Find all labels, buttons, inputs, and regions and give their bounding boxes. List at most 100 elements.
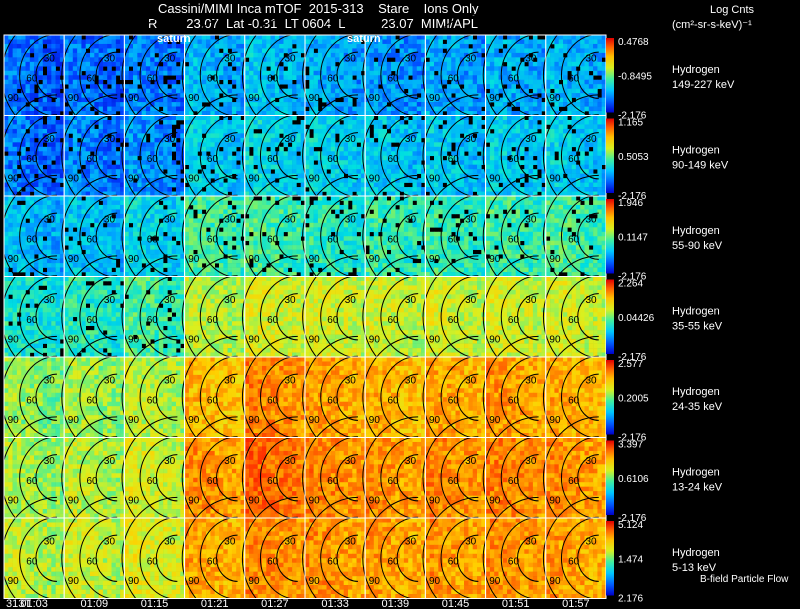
contour-label: 60	[26, 557, 38, 568]
contour-label: 90	[309, 335, 321, 346]
contour-label: 60	[87, 396, 99, 407]
contour-label: 30	[525, 54, 537, 65]
contour-label: 90	[8, 93, 20, 104]
contour-label: 60	[87, 557, 99, 568]
contour-label: 30	[224, 215, 236, 226]
time-tick-label: 01:15	[141, 598, 169, 609]
contour-label: 30	[405, 134, 417, 145]
contour-label: 60	[207, 557, 219, 568]
contour-label: 60	[147, 74, 159, 85]
contour-label: 90	[549, 174, 561, 185]
contour-label: 90	[549, 335, 561, 346]
contour-label: 60	[448, 315, 460, 326]
contour-label: 30	[586, 537, 598, 548]
contour-label: 60	[267, 396, 279, 407]
contour-label: 60	[207, 396, 219, 407]
contour-label: 30	[164, 295, 176, 306]
contour-label: 60	[267, 235, 279, 246]
contour-label: 30	[586, 376, 598, 387]
saturn-label-1: saturn	[157, 33, 191, 45]
colorbar-max-label: 1.165	[618, 118, 643, 129]
contour-label: 60	[26, 396, 38, 407]
contour-label: 90	[549, 496, 561, 507]
colorbar	[606, 119, 614, 194]
contour-label: 60	[448, 74, 460, 85]
contour-label: 90	[369, 174, 381, 185]
contour-label: 60	[388, 315, 400, 326]
saturn-label-2: saturn	[347, 33, 381, 45]
contour-label: 60	[267, 476, 279, 487]
contour-label: 90	[549, 254, 561, 265]
contour-label: 90	[188, 174, 200, 185]
contour-label: 30	[525, 537, 537, 548]
contour-label: 60	[147, 557, 159, 568]
contour-label: 90	[248, 335, 260, 346]
contour-label: 90	[188, 254, 200, 265]
colorbar	[606, 441, 614, 516]
contour-label: 60	[87, 235, 99, 246]
contour-label: 30	[44, 376, 56, 387]
contour-label: 90	[68, 496, 80, 507]
colorbar-mid-label: 0.1147	[618, 232, 648, 243]
contour-label: 30	[164, 54, 176, 65]
contour-label: 30	[224, 537, 236, 548]
time-tick-label: 01:09	[81, 598, 109, 609]
contour-label: 30	[465, 537, 477, 548]
contour-label: 30	[104, 376, 116, 387]
contour-label: 90	[188, 576, 200, 587]
contour-label: 60	[388, 154, 400, 165]
contour-label: 30	[405, 54, 417, 65]
contour-label: 60	[207, 315, 219, 326]
colorbar-max-label: 3.397	[618, 440, 643, 451]
contour-label: 90	[68, 335, 80, 346]
contour-label: 90	[489, 576, 501, 587]
contour-label: 30	[525, 134, 537, 145]
contour-label: 60	[388, 235, 400, 246]
contour-label: 90	[188, 496, 200, 507]
contour-label: 30	[44, 54, 56, 65]
colorbar	[606, 521, 614, 596]
contour-label: 60	[508, 476, 520, 487]
contour-label: 90	[128, 496, 140, 507]
contour-label: 60	[508, 235, 520, 246]
contour-label: 60	[568, 396, 580, 407]
contour-label: 90	[429, 174, 441, 185]
contour-label: 90	[549, 93, 561, 104]
contour-label: 60	[147, 154, 159, 165]
contour-label: 30	[405, 376, 417, 387]
contour-label: 60	[508, 74, 520, 85]
contour-label: 90	[309, 576, 321, 587]
contour-label: 60	[327, 476, 339, 487]
contour-label: 90	[128, 254, 140, 265]
contour-label: 60	[327, 154, 339, 165]
contour-label: 30	[44, 295, 56, 306]
contour-label: 60	[508, 154, 520, 165]
contour-label: 30	[586, 456, 598, 467]
contour-label: 30	[224, 295, 236, 306]
contour-label: 30	[104, 215, 116, 226]
contour-label: 30	[465, 376, 477, 387]
contour-label: 60	[207, 235, 219, 246]
contour-label: 90	[248, 576, 260, 587]
contour-label: 90	[429, 254, 441, 265]
contour-label: 60	[267, 315, 279, 326]
contour-label: 60	[267, 74, 279, 85]
contour-label: 60	[267, 557, 279, 568]
contour-label: 90	[429, 335, 441, 346]
contour-label: 30	[405, 456, 417, 467]
contour-label: 30	[224, 376, 236, 387]
contour-label: 30	[224, 456, 236, 467]
contour-label: 90	[128, 174, 140, 185]
contour-label: 90	[68, 254, 80, 265]
colorbar-mid-label: 0.2005	[618, 393, 649, 404]
contour-label: 60	[327, 74, 339, 85]
contour-label: 30	[465, 54, 477, 65]
colorbar-max-label: 5.124	[618, 520, 643, 531]
contour-label: 30	[104, 456, 116, 467]
colorbar	[606, 38, 614, 113]
contour-label: 60	[568, 154, 580, 165]
contour-label: 30	[164, 215, 176, 226]
energy-label: 55-90 keV	[672, 240, 723, 252]
contour-label: 30	[345, 537, 357, 548]
colorbar-mid-label: 0.6106	[618, 474, 649, 485]
